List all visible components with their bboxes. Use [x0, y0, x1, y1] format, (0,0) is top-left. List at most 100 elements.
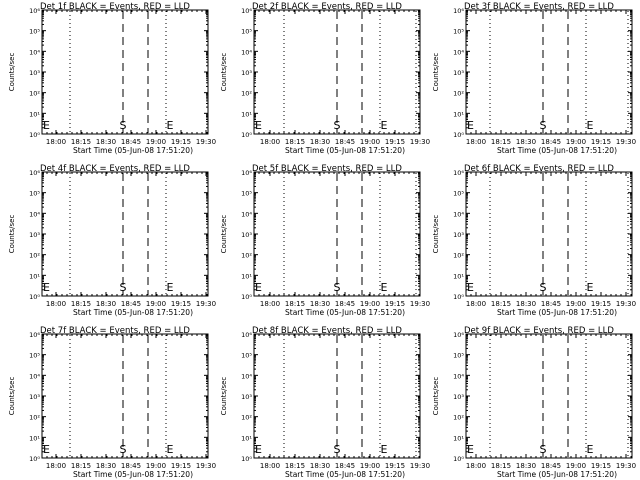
y-tick-label: 10⁶: [241, 7, 252, 15]
y-tick-label: 10⁴: [453, 48, 464, 56]
x-tick-label: 19:00: [566, 300, 586, 308]
y-tick-label: 10³: [241, 231, 252, 239]
x-tick-label: 18:45: [121, 300, 141, 308]
y-tick-label: 10⁵: [29, 352, 40, 360]
x-tick-label: 19:00: [146, 462, 166, 470]
y-tick-label: 10²: [29, 252, 40, 260]
detector-panel-5: Det 5f BLACK = Events, RED = LLD 10⁰ 10¹ 10…: [220, 164, 430, 317]
marker-letter: E: [167, 119, 174, 132]
x-tick-label: 19:15: [385, 138, 405, 146]
y-tick-label: 10¹: [241, 110, 252, 118]
y-tick-label: 10⁵: [241, 352, 252, 360]
marker-letter: E: [467, 443, 474, 456]
y-tick-label: 10¹: [241, 434, 252, 442]
x-tick-label: 18:00: [46, 462, 66, 470]
y-tick-label: 10⁵: [453, 28, 464, 36]
marker-letter: E: [43, 281, 50, 294]
x-tick-label: 18:15: [491, 300, 511, 308]
marker-letter: E: [587, 443, 594, 456]
x-axis-label: Start Time (05-Jun-08 17:51:20): [285, 146, 405, 155]
marker-letter: E: [587, 281, 594, 294]
x-axis-label: Start Time (05-Jun-08 17:51:20): [497, 146, 617, 155]
x-tick-label: 18:30: [310, 300, 330, 308]
x-tick-label: 18:15: [71, 462, 91, 470]
y-tick-label: 10²: [453, 252, 464, 260]
x-tick-label: 19:30: [410, 138, 430, 146]
y-tick-label: 10⁰: [241, 293, 252, 301]
plot-frame: [465, 9, 633, 135]
marker-letter: S: [334, 281, 341, 294]
x-axis-label: Start Time (05-Jun-08 17:51:20): [73, 470, 193, 479]
marker-letter: E: [587, 119, 594, 132]
marker-letter: E: [255, 119, 262, 132]
x-tick-label: 18:45: [121, 462, 141, 470]
y-axis-label: Counts/sec: [8, 215, 16, 254]
panel-title: Det 7f BLACK = Events, RED = LLD: [40, 326, 190, 336]
panel-title: Det 9f BLACK = Events, RED = LLD: [464, 326, 614, 336]
x-tick-label: 18:00: [260, 462, 280, 470]
y-tick-label: 10⁰: [453, 455, 464, 463]
marker-letter: S: [334, 443, 341, 456]
x-tick-label: 18:30: [310, 462, 330, 470]
marker-letter: E: [43, 119, 50, 132]
x-tick-label: 18:45: [335, 138, 355, 146]
x-tick-label: 18:30: [516, 300, 536, 308]
y-tick-label: 10³: [453, 69, 464, 77]
y-tick-label: 10⁵: [29, 190, 40, 198]
y-tick-label: 10⁵: [29, 28, 40, 36]
x-tick-label: 18:15: [285, 300, 305, 308]
x-tick-label: 19:15: [171, 138, 191, 146]
detector-panel-7: Det 7f BLACK = Events, RED = LLD 10⁰ 10¹ 10…: [8, 326, 216, 479]
marker-letter: E: [255, 443, 262, 456]
x-tick-label: 18:00: [46, 138, 66, 146]
x-axis-label: Start Time (05-Jun-08 17:51:20): [73, 146, 193, 155]
y-tick-label: 10⁰: [241, 131, 252, 139]
panel-title: Det 8f BLACK = Events, RED = LLD: [252, 326, 402, 336]
y-tick-label: 10⁶: [241, 169, 252, 177]
y-tick-label: 10⁴: [241, 210, 252, 218]
y-axis-label: Counts/sec: [8, 53, 16, 92]
x-tick-label: 18:00: [46, 300, 66, 308]
y-tick-label: 10²: [241, 414, 252, 422]
x-tick-label: 19:15: [171, 300, 191, 308]
x-tick-label: 18:30: [96, 462, 116, 470]
y-tick-label: 10⁰: [29, 131, 40, 139]
y-tick-label: 10³: [29, 69, 40, 77]
y-tick-label: 10¹: [453, 272, 464, 280]
x-tick-label: 18:00: [466, 462, 486, 470]
marker-letter: S: [120, 443, 127, 456]
y-axis-label: Counts/sec: [432, 53, 440, 92]
x-tick-label: 18:15: [491, 138, 511, 146]
marker-letter: E: [467, 281, 474, 294]
plot-frame: [465, 333, 633, 459]
y-tick-label: 10¹: [453, 110, 464, 118]
y-axis-label: Counts/sec: [220, 377, 228, 416]
x-axis-label: Start Time (05-Jun-08 17:51:20): [73, 308, 193, 317]
marker-letter: S: [540, 119, 547, 132]
panel-title: Det 1f BLACK = Events, RED = LLD: [40, 2, 190, 12]
x-tick-label: 19:00: [566, 138, 586, 146]
y-tick-label: 10⁰: [453, 293, 464, 301]
x-tick-label: 19:00: [566, 462, 586, 470]
x-tick-label: 18:30: [310, 138, 330, 146]
x-tick-label: 18:45: [335, 300, 355, 308]
plot-frame: [41, 9, 209, 135]
x-axis-label: Start Time (05-Jun-08 17:51:20): [285, 308, 405, 317]
x-tick-label: 18:15: [285, 138, 305, 146]
x-tick-label: 19:30: [410, 300, 430, 308]
x-tick-label: 18:15: [491, 462, 511, 470]
y-tick-label: 10⁴: [453, 210, 464, 218]
y-tick-label: 10⁶: [453, 331, 464, 339]
x-tick-label: 18:15: [285, 462, 305, 470]
y-tick-label: 10⁰: [29, 293, 40, 301]
y-tick-label: 10⁰: [241, 455, 252, 463]
detector-panel-3: Det 3f BLACK = Events, RED = LLD 10⁰ 10¹ 10…: [432, 2, 636, 155]
x-tick-label: 19:00: [146, 300, 166, 308]
x-tick-label: 19:30: [616, 300, 636, 308]
marker-letter: E: [381, 119, 388, 132]
plot-frame: [465, 171, 633, 297]
marker-letter: E: [167, 281, 174, 294]
marker-letter: S: [120, 281, 127, 294]
marker-letter: E: [381, 281, 388, 294]
x-axis-label: Start Time (05-Jun-08 17:51:20): [497, 308, 617, 317]
